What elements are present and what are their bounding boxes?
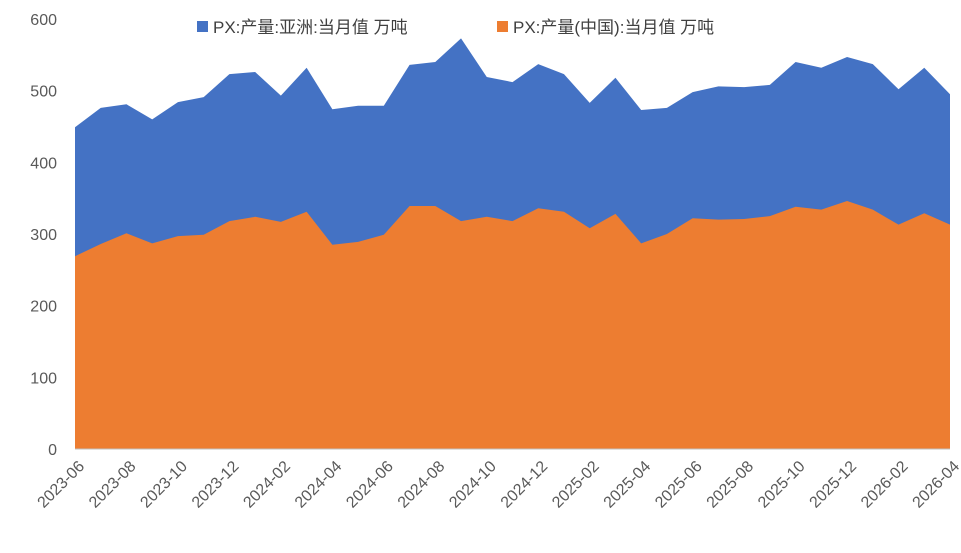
y-tick-label: 500 [30, 84, 57, 101]
x-tick-label: 2024-04 [292, 458, 346, 512]
y-tick-label: 300 [30, 227, 57, 244]
x-tick-label: 2025-12 [807, 458, 861, 512]
y-tick-label: 400 [30, 155, 57, 172]
x-tick-label: 2023-10 [137, 458, 191, 512]
x-tick-label: 2023-06 [35, 458, 89, 512]
x-tick-label: 2025-08 [704, 458, 758, 512]
x-tick-label: 2025-02 [549, 458, 603, 512]
legend-swatch [497, 21, 508, 32]
y-tick-label: 100 [30, 370, 57, 387]
y-tick-label: 200 [30, 299, 57, 316]
y-tick-label: 0 [48, 442, 57, 459]
x-tick-label: 2024-06 [343, 458, 397, 512]
x-tick-label: 2026-02 [858, 458, 912, 512]
legend-swatch [197, 21, 208, 32]
x-tick-label: 2025-06 [652, 458, 706, 512]
legend-label: PX:产量:亚洲:当月值 万吨 [213, 18, 408, 37]
x-tick-label: 2025-04 [601, 458, 655, 512]
x-tick-label: 2024-10 [446, 458, 500, 512]
x-tick-label: 2023-12 [189, 458, 243, 512]
area [75, 201, 950, 449]
legend-label: PX:产量(中国):当月值 万吨 [513, 18, 714, 37]
x-tick-label: 2024-08 [395, 458, 449, 512]
y-tick-label: 600 [30, 12, 57, 29]
x-tick-label: 2023-08 [86, 458, 140, 512]
x-tick-label: 2024-02 [240, 458, 294, 512]
x-tick-label: 2025-10 [755, 458, 809, 512]
x-tick-label: 2026-04 [910, 458, 961, 512]
x-tick-label: 2024-12 [498, 458, 552, 512]
